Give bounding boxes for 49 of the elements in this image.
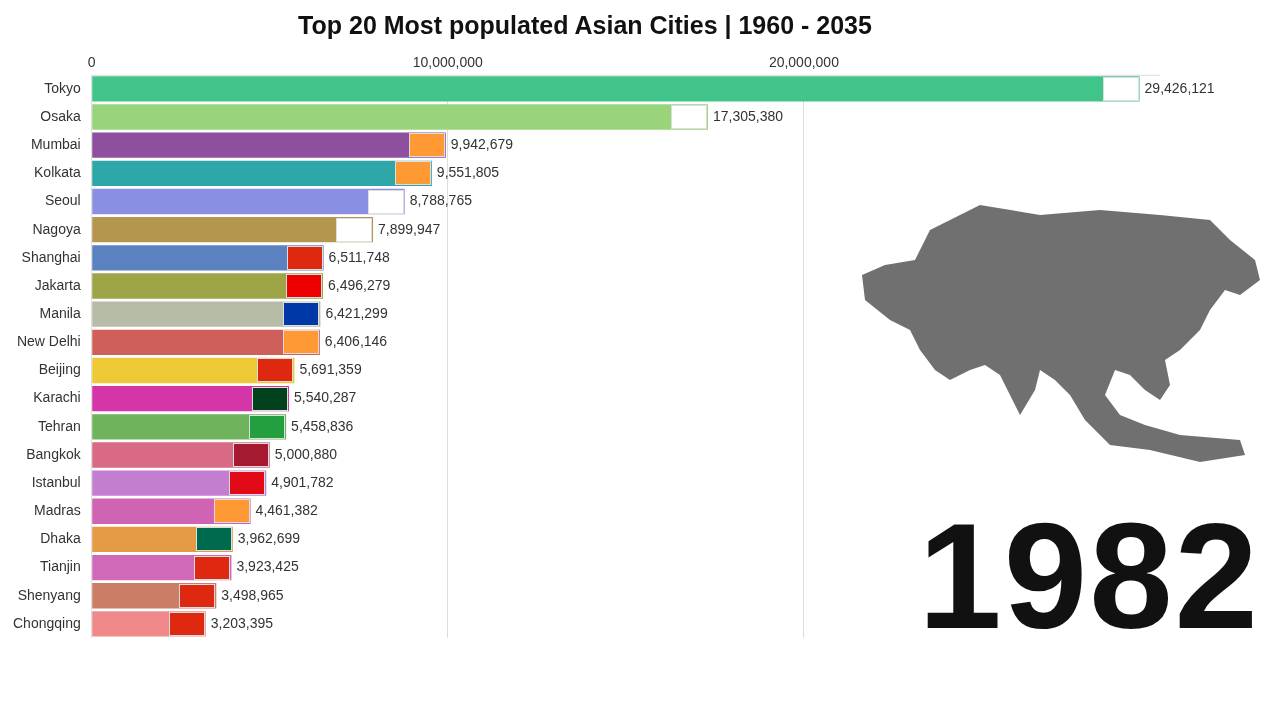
data-label: 9,942,679 — [450, 136, 514, 153]
data-label: 3,962,699 — [237, 530, 301, 547]
y-tick-label: Seoul — [44, 192, 81, 209]
y-tick-label: Shenyang — [17, 586, 81, 603]
data-label: 29,426,121 — [1144, 79, 1215, 96]
y-tick-label: Shanghai — [21, 248, 81, 265]
y-tick-label: Chongqing — [12, 614, 81, 631]
y-tick-label: Mumbai — [30, 136, 81, 153]
data-label: 3,923,425 — [236, 558, 299, 575]
y-tick-label: Dhaka — [40, 530, 81, 547]
data-label: 17,305,380 — [712, 107, 784, 124]
data-label: 6,406,146 — [324, 333, 388, 350]
data-label: 6,511,748 — [328, 248, 391, 265]
y-tick-label: New Delhi — [16, 333, 81, 350]
y-tick-label: Karachi — [33, 389, 81, 406]
data-label: 6,496,279 — [328, 276, 391, 293]
data-label: 3,203,395 — [210, 614, 274, 631]
chart-title: Top 20 Most populated Asian Cities | 1960 - 2035 — [298, 10, 872, 39]
y-tick-label: Madras — [34, 502, 81, 519]
bar — [92, 104, 708, 130]
data-label: 6,421,299 — [325, 305, 388, 322]
data-label: 5,458,836 — [291, 417, 354, 434]
bar — [92, 160, 432, 187]
y-tick-label: Istanbul — [31, 473, 81, 490]
x-tick-label: 10,000,000 — [412, 54, 484, 71]
x-tick-label: 0 — [87, 54, 96, 71]
bar — [92, 76, 1140, 102]
y-tick-label: Tokyo — [44, 79, 81, 96]
x-tick-label: 20,000,000 — [768, 54, 840, 71]
y-tick-label: Osaka — [40, 107, 81, 124]
y-tick-label: Tehran — [37, 417, 81, 434]
y-tick-label: Manila — [39, 305, 81, 322]
y-tick-label: Jakarta — [34, 276, 81, 293]
data-label: 4,901,782 — [271, 473, 334, 490]
y-tick-label: Kolkata — [34, 164, 81, 181]
y-tick-label: Bangkok — [26, 445, 82, 462]
data-label: 3,498,965 — [221, 586, 284, 603]
y-tick-label: Beijing — [38, 361, 81, 378]
data-label: 4,461,382 — [255, 502, 319, 519]
data-label: 5,691,359 — [299, 361, 362, 378]
bar — [92, 132, 446, 158]
data-label: 5,540,287 — [294, 389, 357, 406]
data-label: 7,899,947 — [378, 220, 441, 237]
data-label: 5,000,880 — [274, 445, 338, 462]
data-label: 8,788,765 — [409, 192, 473, 209]
data-label: 9,551,805 — [436, 164, 500, 181]
y-tick-label: Tianjin — [39, 558, 81, 575]
y-tick-label: Nagoya — [32, 220, 81, 237]
annotation: 1982 — [918, 491, 1260, 662]
